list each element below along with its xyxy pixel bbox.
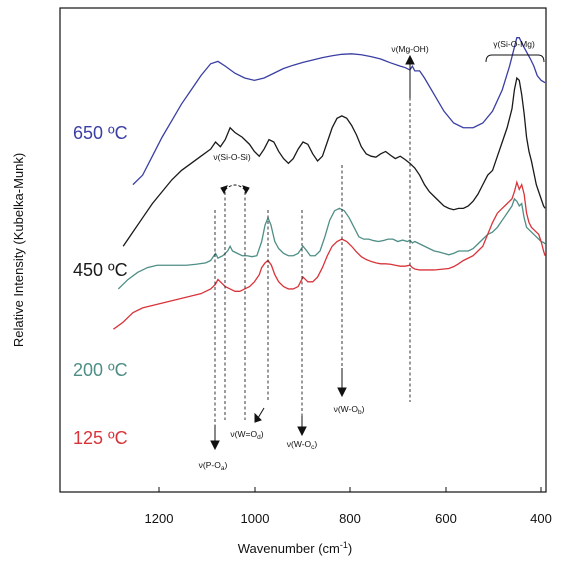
- bracket-si-o-mg: [485, 54, 545, 63]
- annotation-w-oc-main: ν(W-O: [287, 439, 312, 449]
- dashed-guides: [214, 70, 411, 430]
- series-label-125: 125 ºC: [73, 428, 128, 448]
- annotation-w-oc-end: ): [314, 439, 317, 449]
- annotation-p-oa-main: ν(P-O: [199, 460, 222, 470]
- annotation-w-od-main: ν(W=O: [230, 429, 257, 439]
- series-label-650: 650 ºC: [73, 123, 128, 143]
- annotation-labels: ν(Si-O-Si) ν(Mg-OH) γ(Si-O-Mg) ν(W=Od) ν…: [199, 39, 535, 472]
- arrow-mg-oh-head: [405, 54, 415, 65]
- annotation-w-od: ν(W=Od): [230, 429, 263, 441]
- annotation-p-oa-sub: a: [221, 465, 225, 472]
- plot-frame: [59, 7, 547, 493]
- series-line-200: [117, 197, 546, 290]
- series-line-450: [122, 76, 546, 247]
- y-axis-title: Relative Intensity (Kubelka-Munk): [11, 153, 26, 347]
- series-lines: [113, 37, 546, 330]
- series-label-450: 450 ºC: [73, 260, 128, 280]
- x-tick-label-600: 600: [435, 511, 457, 526]
- x-axis-title: Wavenumber (cm-1): [238, 540, 352, 556]
- arrow-w-od-line: [257, 407, 265, 419]
- arrow-p-oa-head: [210, 440, 220, 451]
- annotation-w-od-sub: d: [257, 434, 261, 441]
- series-label-200: 200 ºC: [73, 360, 128, 380]
- annotation-w-ob: ν(W-Ob): [334, 404, 365, 416]
- annotation-w-ob-end: ): [362, 404, 365, 414]
- annotation-w-oc-sub: c: [311, 444, 315, 451]
- x-tick-marks: [158, 487, 542, 492]
- annotation-si-o-si: ν(Si-O-Si): [213, 152, 250, 162]
- x-tick-label-800: 800: [339, 511, 361, 526]
- arrow-si-o-si-arc: [224, 184, 246, 191]
- x-axis-title-sup: -1: [340, 540, 348, 550]
- x-tick-labels: 1200 1000 800 600 400: [145, 511, 552, 526]
- annotation-p-oa: ν(P-Oa): [199, 460, 228, 472]
- arrow-si-o-si-head-left: [220, 185, 228, 195]
- series-labels: 650 ºC 450 ºC 200 ºC 125 ºC: [73, 123, 128, 448]
- annotation-si-o-mg: γ(Si-O-Mg): [493, 39, 535, 49]
- annotation-w-od-end: ): [261, 429, 264, 439]
- annotation-w-ob-main: ν(W-O: [334, 404, 359, 414]
- arrow-si-o-si-head-right: [242, 185, 250, 195]
- arrow-w-oc-head: [297, 426, 307, 437]
- annotation-mg-oh: ν(Mg-OH): [391, 44, 428, 54]
- x-tick-label-1000: 1000: [241, 511, 270, 526]
- annotation-w-ob-sub: b: [358, 409, 362, 416]
- arrow-w-od-head: [254, 412, 262, 423]
- series-line-125: [113, 179, 546, 330]
- annotation-w-oc: ν(W-Oc): [287, 439, 318, 451]
- annotation-p-oa-end: ): [224, 460, 227, 470]
- x-tick-label-1200: 1200: [145, 511, 174, 526]
- x-axis-title-end: ): [348, 541, 352, 556]
- annotation-arrows: [210, 54, 415, 451]
- x-axis-title-main: Wavenumber (cm: [238, 541, 340, 556]
- series-line-650: [132, 37, 546, 186]
- arrow-w-ob-head: [337, 387, 347, 398]
- x-tick-label-400: 400: [530, 511, 552, 526]
